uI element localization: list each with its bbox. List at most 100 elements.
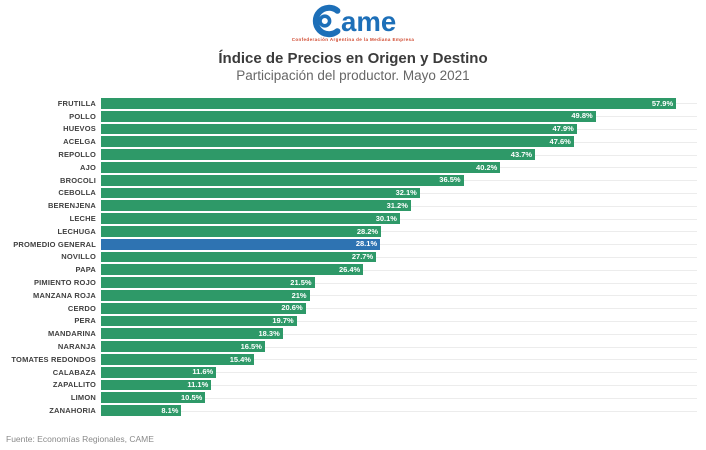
chart-row: FRUTILLA 57.9% <box>0 97 706 110</box>
chart-row: NARANJA 16.5% <box>0 340 706 353</box>
bar: 43.7% <box>101 149 536 160</box>
bar: 47.6% <box>101 136 574 148</box>
chart-row: PIMIENTO ROJO 21.5% <box>0 276 706 289</box>
chart-row: PERA 19.7% <box>0 315 706 328</box>
bar-chart: FRUTILLA 57.9% POLLO 49.8% HUEVOS 47.9% ACELGA… <box>0 97 706 417</box>
category-label: PROMEDIO GENERAL <box>13 239 96 249</box>
bar: 19.7% <box>101 315 297 327</box>
value-label: 21% <box>291 290 307 300</box>
chart-subtitle: Participación del productor. Mayo 2021 <box>236 68 470 83</box>
value-label: 49.8% <box>571 111 593 121</box>
value-label: 20.6% <box>281 303 303 313</box>
value-label: 16.5% <box>240 341 262 351</box>
value-label: 28.1% <box>355 239 378 249</box>
bar: 57.9% <box>101 98 677 109</box>
value-label: 15.4% <box>229 354 251 364</box>
bar-track: 47.6% <box>101 135 697 148</box>
category-label: LECHE <box>69 214 96 224</box>
category-label: NOVILLO <box>61 252 96 262</box>
bar-track: 27.7% <box>101 251 697 264</box>
value-label: 36.5% <box>439 175 461 185</box>
chart-row: POLLO 49.8% <box>0 110 706 123</box>
value-label: 31.2% <box>386 201 408 211</box>
category-label: BROCOLI <box>60 175 96 185</box>
value-label: 26.4% <box>338 265 361 274</box>
bar-track: 19.7% <box>101 315 697 328</box>
chart-row: LECHUGA 28.2% <box>0 225 706 238</box>
category-label: HUEVOS <box>63 124 96 134</box>
category-label: LECHUGA <box>57 226 96 236</box>
bar: 40.2% <box>101 161 501 173</box>
chart-row: ZAPALLITO 11.1% <box>0 379 706 392</box>
value-label: 11.1% <box>187 380 209 390</box>
bar: 49.8% <box>101 110 596 122</box>
value-label: 30.1% <box>375 213 397 223</box>
bar-track: 30.1% <box>101 212 697 225</box>
bar-track: 21.5% <box>101 276 697 289</box>
bar: 8.1% <box>101 405 182 416</box>
bar: 27.7% <box>101 251 377 263</box>
chart-row: HUEVOS 47.9% <box>0 123 706 136</box>
bar: 20.6% <box>101 302 306 314</box>
bar-track: 47.9% <box>101 123 697 136</box>
chart-row: LIMON 10.5% <box>0 391 706 404</box>
bar-track: 18.3% <box>101 327 697 340</box>
chart-row: CERDO 20.6% <box>0 302 706 315</box>
bar: 11.6% <box>101 366 217 378</box>
bar-track: 43.7% <box>101 148 697 161</box>
value-label: 21.5% <box>290 277 312 287</box>
bar: 16.5% <box>101 341 265 352</box>
value-label: 8.1% <box>161 405 179 415</box>
category-label: BERENJENA <box>47 201 96 211</box>
bar: 30.1% <box>101 213 400 224</box>
category-label: TOMATES REDONDOS <box>11 354 96 364</box>
came-emblem-icon: ame <box>312 4 396 37</box>
value-label: 47.9% <box>552 124 574 134</box>
category-label: PIMIENTO ROJO <box>33 278 96 288</box>
value-label: 47.6% <box>549 137 571 147</box>
logo-tagline: Confederación Argentina de la Mediana Em… <box>291 37 415 42</box>
bar-track: 21% <box>101 289 697 302</box>
chart-row: CALABAZA 11.6% <box>0 366 706 379</box>
bar-track: 57.9% <box>101 97 697 110</box>
value-label: 18.3% <box>258 328 280 338</box>
bar-track: 16.5% <box>101 340 697 353</box>
bar: 10.5% <box>101 392 206 404</box>
chart-row: PAPA 26.4% <box>0 263 706 276</box>
bar-track: 31.2% <box>101 199 697 212</box>
category-label: CALABAZA <box>52 367 96 377</box>
bar-highlight: 28.1% <box>101 238 381 250</box>
chart-row: LECHE 30.1% <box>0 212 706 225</box>
chart-rows: FRUTILLA 57.9% POLLO 49.8% HUEVOS 47.9% ACELGA… <box>0 97 706 417</box>
category-label: ZAPALLITO <box>52 380 96 390</box>
chart-row: ACELGA 47.6% <box>0 135 706 148</box>
bar: 26.4% <box>101 264 364 276</box>
value-label: 19.7% <box>272 316 294 326</box>
bar-track: 32.1% <box>101 187 697 200</box>
bar-track: 10.5% <box>101 391 697 404</box>
value-label: 27.7% <box>351 252 374 262</box>
chart-row: BROCOLI 36.5% <box>0 174 706 187</box>
bar: 47.9% <box>101 123 577 135</box>
category-label: CEBOLLA <box>58 188 96 198</box>
value-label: 43.7% <box>510 149 533 159</box>
bar-track: 49.8% <box>101 110 697 123</box>
category-label: AJO <box>79 162 96 172</box>
bar: 32.1% <box>101 187 420 199</box>
category-label: MANDARINA <box>47 329 96 339</box>
chart-row: TOMATES REDONDOS 15.4% <box>0 353 706 366</box>
category-label: POLLO <box>69 111 96 121</box>
value-label: 11.6% <box>192 367 214 377</box>
bar-track: 28.1% <box>101 238 697 251</box>
chart-row: MANDARINA 18.3% <box>0 327 706 340</box>
bar: 18.3% <box>101 328 283 340</box>
category-label: LIMON <box>70 393 96 403</box>
bar-track: 11.6% <box>101 366 697 379</box>
category-label: PERA <box>74 316 96 326</box>
bar-track: 26.4% <box>101 263 697 276</box>
bar: 15.4% <box>101 353 254 365</box>
bar-track: 8.1% <box>101 404 697 417</box>
category-label: PAPA <box>75 265 96 275</box>
chart-row: CEBOLLA 32.1% <box>0 187 706 200</box>
bar-track: 15.4% <box>101 353 697 366</box>
